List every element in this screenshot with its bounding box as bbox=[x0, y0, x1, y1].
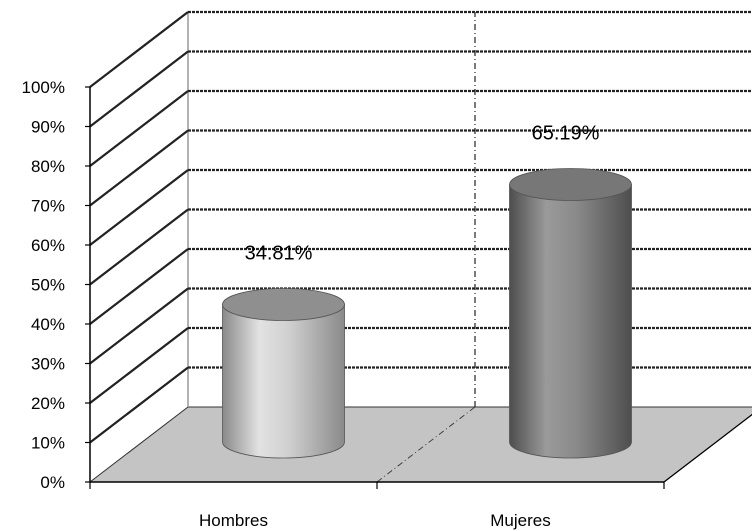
side-gridline bbox=[89, 50, 189, 128]
y-tick-label: 90% bbox=[31, 118, 65, 137]
y-tick-label: 80% bbox=[31, 157, 65, 176]
side-gridline bbox=[89, 327, 189, 404]
x-tick-label: Hombres bbox=[199, 511, 268, 530]
floor-divider-line bbox=[376, 406, 476, 483]
y-tick-label: 50% bbox=[31, 276, 65, 295]
bar-mujeres bbox=[509, 168, 632, 459]
y-tick-label: 100% bbox=[22, 78, 65, 97]
y-tick-label: 40% bbox=[31, 315, 65, 334]
side-gridline bbox=[89, 366, 189, 444]
side-gridline bbox=[89, 169, 189, 246]
side-gridline bbox=[89, 11, 189, 88]
data-label: 34.81% bbox=[245, 243, 313, 265]
bar-top bbox=[509, 168, 632, 201]
y-tick-label: 70% bbox=[31, 197, 65, 216]
side-gridline bbox=[89, 287, 189, 365]
x-tick-label: Mujeres bbox=[490, 511, 550, 530]
chart-floor bbox=[88, 406, 752, 483]
bar-top bbox=[222, 288, 345, 321]
y-tick-label: 0% bbox=[40, 473, 65, 492]
y-tick-label: 10% bbox=[31, 434, 65, 453]
side-gridline bbox=[89, 208, 189, 286]
side-gridline bbox=[89, 90, 189, 167]
bar-body bbox=[509, 184, 632, 459]
y-tick-label: 30% bbox=[31, 355, 65, 374]
floor-right-edge bbox=[663, 413, 752, 483]
side-gridline bbox=[89, 129, 189, 207]
bar-hombres bbox=[222, 288, 345, 459]
bar-body bbox=[222, 304, 345, 459]
side-gridline bbox=[89, 248, 189, 325]
y-tick-label: 20% bbox=[31, 394, 65, 413]
y-tick-label: 60% bbox=[31, 236, 65, 255]
data-label: 65.19% bbox=[532, 122, 600, 144]
